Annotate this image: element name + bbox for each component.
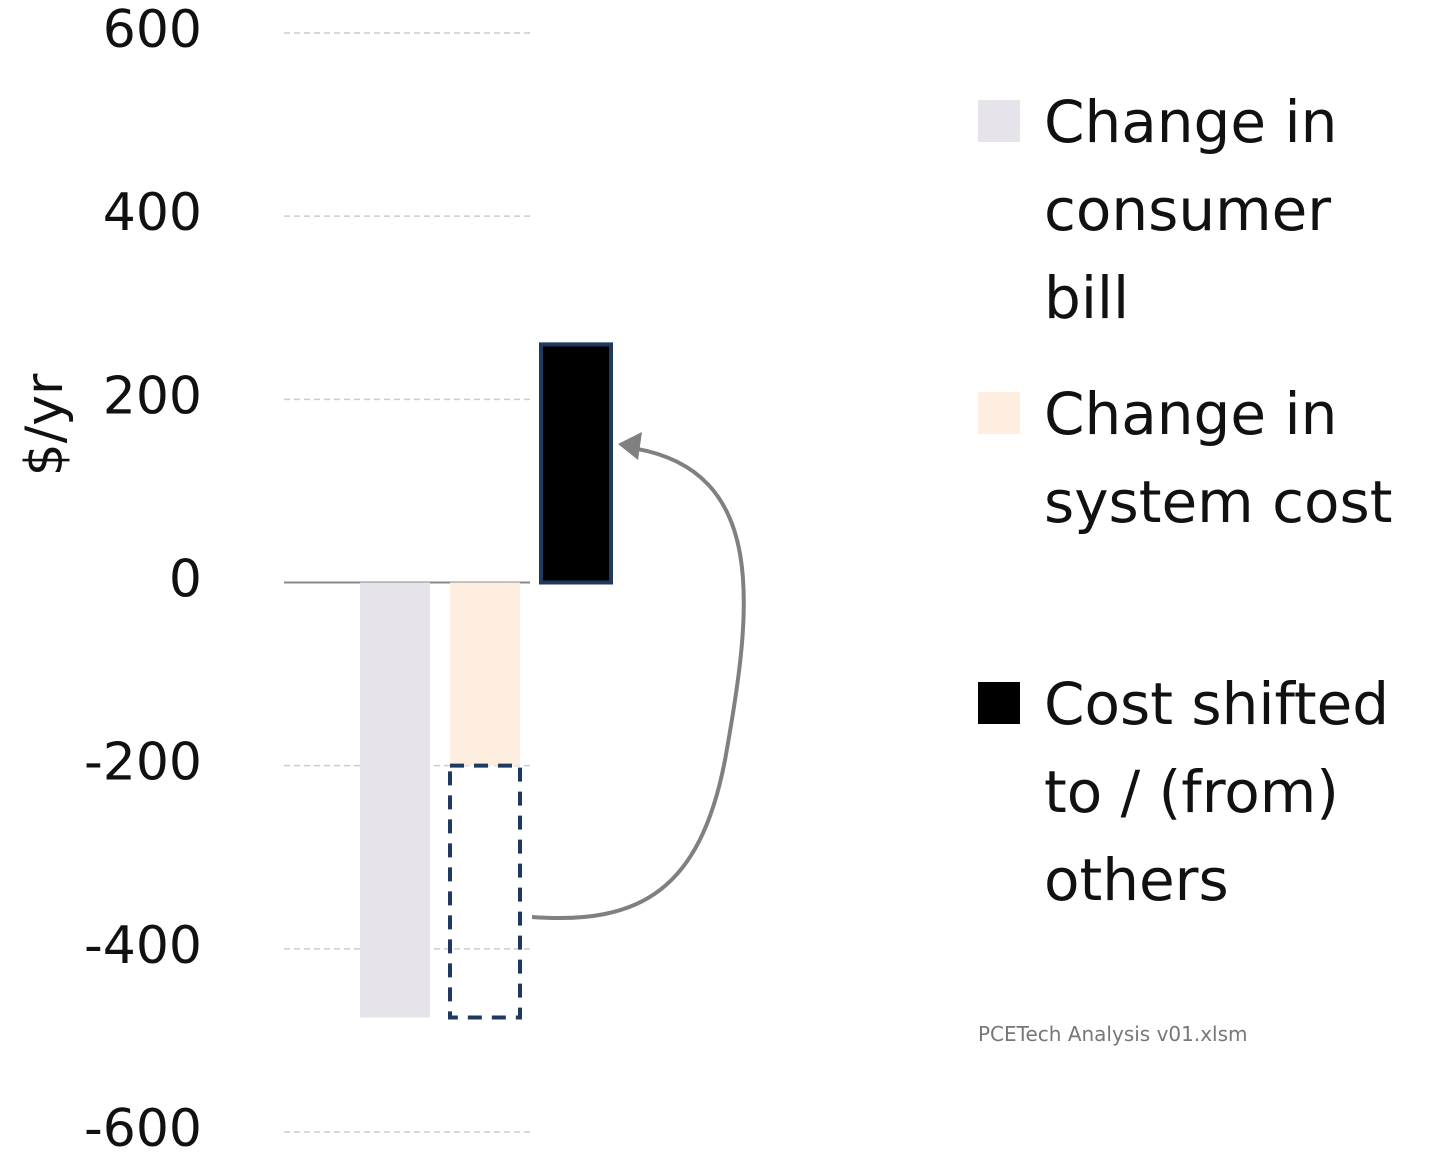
legend-label: Cost shifted to / (from) others: [1044, 670, 1390, 914]
y-tick-label: 0: [169, 550, 202, 610]
arrow: [531, 446, 746, 921]
arrow-head: [618, 432, 642, 460]
legend-swatch: [978, 100, 1020, 142]
y-tick-label: -600: [84, 1099, 202, 1156]
note: PCETech Analysis v01.xlsm: [978, 1022, 1248, 1046]
bar: [450, 582, 520, 766]
legend-swatch: [978, 392, 1020, 434]
y-axis-label: $/yr: [15, 373, 75, 476]
gap-box: [448, 763, 522, 1020]
plot: -600 -400 -200 0 200 400 600: [84, 0, 613, 1156]
legend-label: Change in system cost: [1044, 380, 1393, 536]
y-tick-label: -200: [84, 733, 202, 793]
bar: [360, 582, 430, 1018]
bar: [539, 342, 613, 585]
y-tick-label: 600: [103, 0, 202, 60]
legend-swatch: [978, 682, 1020, 724]
legend-label: Change in consumer bill: [1044, 88, 1338, 332]
y-tick-label: -400: [84, 916, 202, 976]
y-tick-label: 400: [103, 183, 202, 243]
y-tick-label: 200: [103, 366, 202, 426]
